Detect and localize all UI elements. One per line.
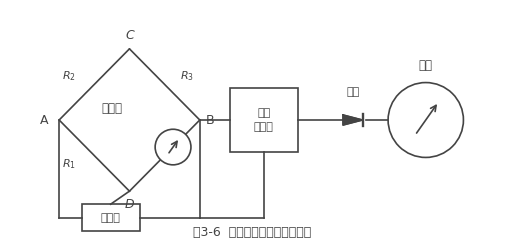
Text: 电导池: 电导池 bbox=[102, 102, 122, 115]
Text: 图3-6  平衡电桥式电导仪原理图: 图3-6 平衡电桥式电导仪原理图 bbox=[193, 226, 312, 239]
Text: $R_2$: $R_2$ bbox=[62, 69, 76, 83]
Bar bbox=[82, 204, 139, 232]
Text: 整流: 整流 bbox=[346, 87, 360, 96]
Text: 交流
放大器: 交流 放大器 bbox=[254, 108, 274, 132]
Text: D: D bbox=[125, 198, 134, 211]
Text: C: C bbox=[125, 29, 134, 42]
Text: $R_3$: $R_3$ bbox=[180, 69, 193, 83]
Text: 电表: 电表 bbox=[419, 60, 433, 72]
Text: 振荡器: 振荡器 bbox=[100, 213, 121, 223]
Text: B: B bbox=[206, 114, 214, 126]
Ellipse shape bbox=[388, 83, 464, 157]
Ellipse shape bbox=[155, 129, 191, 165]
Bar bbox=[230, 88, 298, 152]
Text: $R_1$: $R_1$ bbox=[62, 157, 76, 171]
Polygon shape bbox=[343, 115, 363, 125]
Text: A: A bbox=[40, 114, 48, 126]
